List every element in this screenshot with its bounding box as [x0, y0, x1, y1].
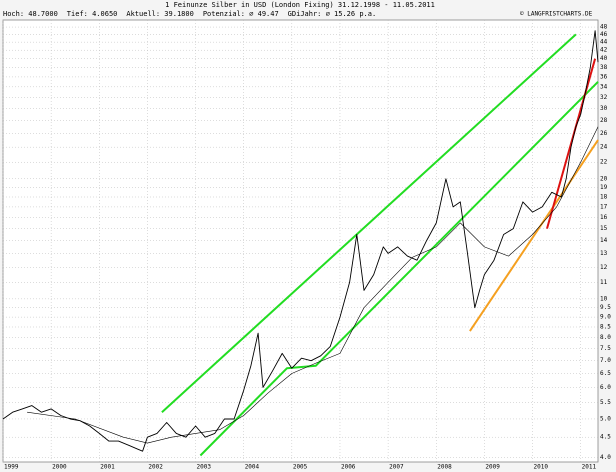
chart-title: 1 Feinunze Silber in USD (London Fixing)…: [165, 1, 435, 9]
y-tick-label: 19: [600, 184, 608, 191]
x-tick-label: 2001: [100, 464, 115, 471]
y-tick-label: 6.0: [600, 384, 611, 391]
price-line: [2, 30, 599, 452]
y-tick-label: 34: [600, 83, 608, 90]
y-tick-label: 7.0: [600, 357, 611, 364]
trend-line: [161, 33, 577, 413]
y-tick-label: 16: [600, 214, 608, 221]
y-tick-label: 9.5: [600, 304, 611, 311]
y-tick-label: 17: [600, 203, 608, 210]
y-tick-label: 4.5: [600, 434, 611, 441]
info-text: GDiJahr: ∅ 15.26 p.a.: [288, 10, 377, 18]
y-tick-label: 44: [600, 39, 608, 46]
x-tick-label: 1999: [4, 464, 19, 471]
price-line: [27, 126, 599, 444]
y-tick-label: 38: [600, 64, 608, 71]
copyright: © LANGFRISTCHARTS.DE: [520, 11, 593, 18]
x-tick-label: 2011: [582, 464, 597, 471]
y-tick-label: 42: [600, 47, 608, 54]
info-text: Aktuell: 39.1800: [126, 10, 193, 18]
x-tick-label: 2009: [485, 464, 500, 471]
y-tick-label: 40: [600, 55, 608, 62]
trend-line: [469, 139, 599, 332]
y-tick-label: 5.5: [600, 399, 611, 406]
info-text: Tief: 4.0650: [67, 10, 118, 18]
info-text: Potenzial: ∅ 49.47: [203, 10, 279, 18]
y-tick-label: 12: [600, 264, 608, 271]
y-tick-label: 20: [600, 175, 608, 182]
x-tick-label: 2010: [534, 464, 549, 471]
y-tick-label: 9.0: [600, 314, 611, 321]
y-tick-label: 26: [600, 130, 608, 137]
x-tick-label: 2006: [341, 464, 356, 471]
y-tick-label: 5.0: [600, 415, 611, 422]
y-tick-label: 14: [600, 237, 608, 244]
x-tick-label: 2007: [389, 464, 404, 471]
x-tick-label: 2000: [52, 464, 67, 471]
y-tick-label: 4.0: [600, 454, 611, 461]
y-tick-label: 18: [600, 194, 608, 201]
y-tick-label: 48: [600, 24, 608, 31]
x-tick-label: 2005: [293, 464, 308, 471]
y-tick-label: 7.5: [600, 345, 611, 352]
x-tick-label: 2008: [437, 464, 452, 471]
y-tick-label: 10: [600, 295, 608, 302]
trend-line: [199, 81, 599, 457]
y-tick-label: 36: [600, 73, 608, 80]
y-tick-label: 8.5: [600, 324, 611, 331]
y-tick-label: 28: [600, 117, 608, 124]
plot-area: [2, 19, 599, 463]
x-tick-label: 2004: [245, 464, 260, 471]
y-tick-label: 6.5: [600, 370, 611, 377]
y-tick-label: 11: [600, 279, 608, 286]
y-tick-label: 24: [600, 144, 608, 151]
y-tick-label: 22: [600, 159, 608, 166]
trend-line: [546, 58, 597, 229]
x-tick-label: 2002: [148, 464, 163, 471]
y-tick-label: 30: [600, 105, 608, 112]
y-tick-label: 15: [600, 225, 608, 232]
y-tick-label: 8.0: [600, 334, 611, 341]
y-tick-label: 46: [600, 31, 608, 38]
x-tick-label: 2003: [197, 464, 212, 471]
info-text: Hoch: 48.7000: [3, 10, 58, 18]
y-tick-label: 32: [600, 94, 608, 101]
y-tick-label: 13: [600, 250, 608, 257]
